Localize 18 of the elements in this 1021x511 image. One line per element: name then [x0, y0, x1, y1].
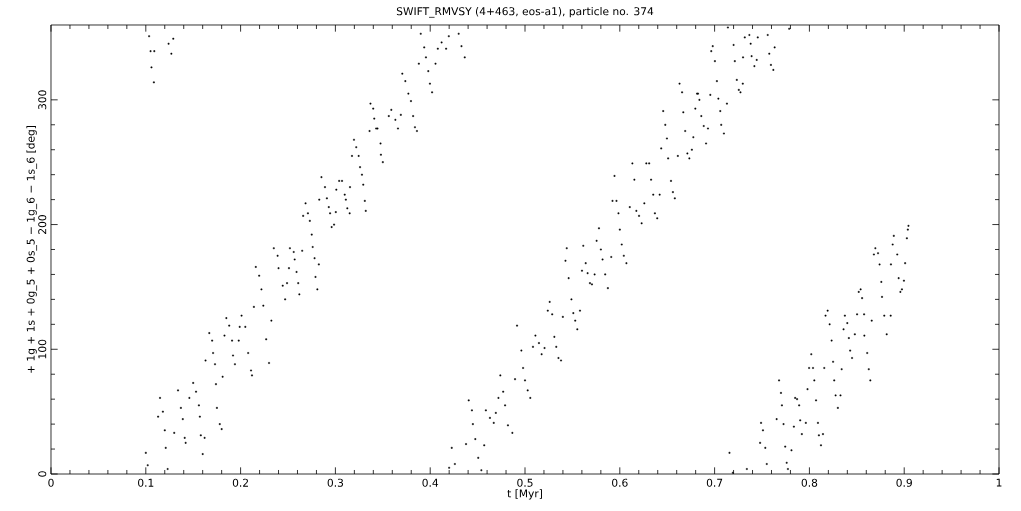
x-tick-label: 0.9 [896, 478, 912, 487]
x-tick-label: 0.8 [801, 478, 818, 487]
y-axis-title: + 1g + 1s + 0g_5 + 0s_5 − 1g_6 − 1s_6 [deg] [26, 125, 38, 373]
x-tick-label: 0.4 [422, 478, 439, 487]
y-tick-label: 0 [38, 471, 47, 477]
x-tick-label: 0.3 [327, 478, 344, 487]
y-tick-label: 300 [38, 90, 47, 110]
x-tick-label: 0.5 [517, 478, 533, 487]
x-tick-label: 0 [48, 478, 54, 487]
y-tick-label: 200 [38, 215, 47, 234]
x-tick-label: 0.2 [232, 478, 249, 487]
x-tick-label: 0.1 [138, 478, 154, 487]
chart-title: SWIFT_RMVSY (4+463, eos-a1), particle no. 374 [396, 7, 654, 18]
x-tick-label: 0.6 [612, 478, 628, 487]
x-axis-title: t [Myr] [507, 489, 542, 500]
x-tick-label: 0.7 [706, 478, 723, 487]
y-tick-label: 100 [38, 339, 47, 359]
x-tick-label: 1 [996, 478, 1002, 487]
